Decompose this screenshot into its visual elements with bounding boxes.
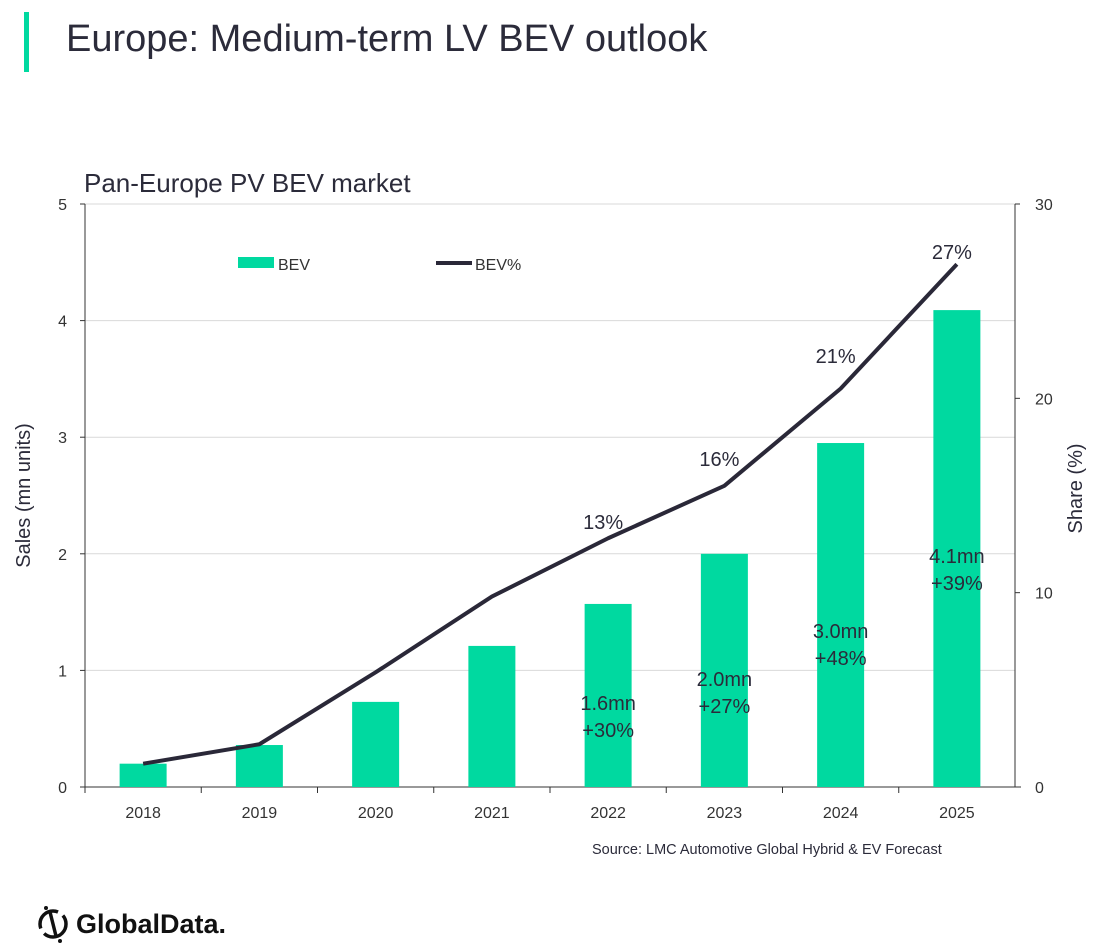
share-label-2025: 27% xyxy=(932,242,972,264)
page-title: Europe: Medium-term LV BEV outlook xyxy=(66,18,708,60)
bar-label-2023: 2.0mn xyxy=(697,669,753,691)
bar-2018 xyxy=(119,763,167,787)
y-tick-label: 1 xyxy=(58,663,67,680)
legend-bev-swatch xyxy=(238,257,274,268)
globaldata-logo-icon xyxy=(38,906,68,943)
y2-axis-title: Share (%) xyxy=(1065,443,1087,533)
y-tick-label: 5 xyxy=(58,197,67,214)
x-tick-label: 2020 xyxy=(358,805,394,822)
y-tick-label: 0 xyxy=(58,780,67,797)
y2-tick-label: 10 xyxy=(1035,586,1053,603)
bar-2019 xyxy=(235,745,283,787)
legend-bev-share-label: BEV% xyxy=(475,257,521,274)
bar-2023 xyxy=(700,553,748,787)
bar-2025 xyxy=(933,310,981,787)
x-tick-label: 2019 xyxy=(242,805,278,822)
logo-text: GlobalData. xyxy=(76,908,227,939)
bar-label-2024: 3.0mn xyxy=(813,621,869,643)
bar-growth-label-2022: +30% xyxy=(582,720,634,742)
bar-2021 xyxy=(468,645,516,787)
x-tick-label: 2025 xyxy=(939,805,975,822)
y2-tick-label: 0 xyxy=(1035,780,1044,797)
y-tick-label: 4 xyxy=(58,314,67,331)
share-label-2024: 21% xyxy=(816,346,856,368)
bar-2022 xyxy=(584,603,632,787)
bar-growth-label-2025: +39% xyxy=(931,573,983,595)
y2-tick-label: 20 xyxy=(1035,391,1053,408)
bar-growth-label-2023: +27% xyxy=(699,696,751,718)
y-axis-title: Sales (mn units) xyxy=(13,423,35,568)
title-accent-bar xyxy=(24,12,29,72)
x-tick-label: 2023 xyxy=(707,805,743,822)
x-tick-label: 2021 xyxy=(474,805,510,822)
y-tick-label: 3 xyxy=(58,430,67,447)
x-tick-label: 2024 xyxy=(823,805,859,822)
bev-share-line xyxy=(142,262,959,766)
x-tick-label: 2018 xyxy=(125,805,161,822)
bar-growth-label-2024: +48% xyxy=(815,648,867,670)
source-note: Source: LMC Automotive Global Hybrid & E… xyxy=(592,842,942,858)
share-label-2022: 13% xyxy=(583,512,623,534)
globaldata-logo: GlobalData. xyxy=(36,904,226,944)
bar-2024 xyxy=(817,443,865,787)
share-label-2023: 16% xyxy=(699,449,739,471)
y-tick-label: 2 xyxy=(58,547,67,564)
x-tick-label: 2022 xyxy=(590,805,626,822)
bar-label-2022: 1.6mn xyxy=(580,693,636,715)
legend-bev-label: BEV xyxy=(278,257,310,274)
bar-2020 xyxy=(352,701,400,787)
y2-tick-label: 30 xyxy=(1035,197,1053,214)
bar-label-2025: 4.1mn xyxy=(929,546,985,568)
chart-title: Pan-Europe PV BEV market xyxy=(84,168,411,198)
